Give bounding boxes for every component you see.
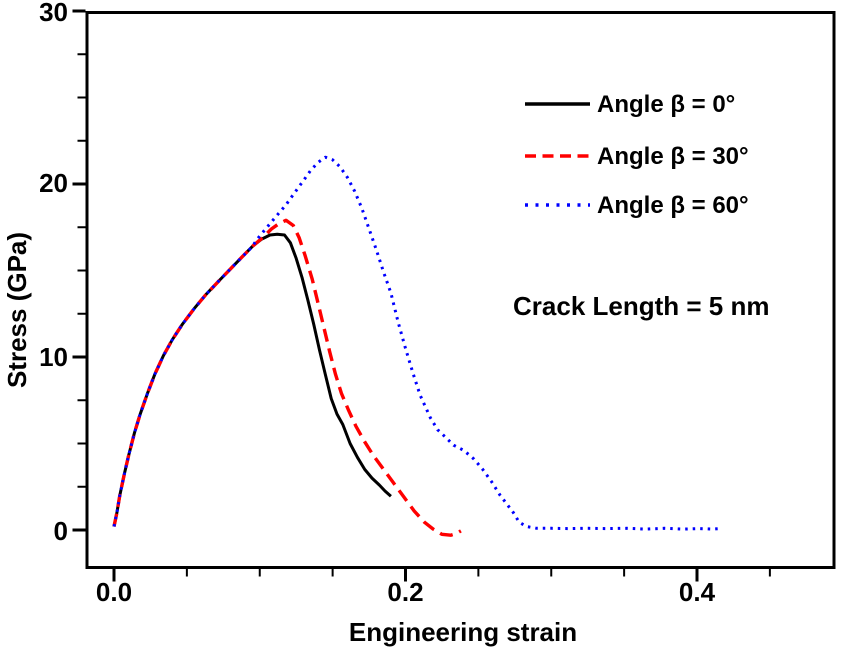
y-tick-label-20: 20: [39, 168, 68, 198]
curve-angle-30: [112, 218, 462, 537]
x-axis-ticks: [112, 568, 771, 582]
legend-item-angle-30: Angle β = 30°: [525, 143, 749, 170]
plot-frame: [85, 11, 836, 569]
curve-angle-0: [112, 232, 392, 527]
data-curves: [112, 155, 721, 537]
y-tick-label-10: 10: [39, 342, 68, 372]
x-axis-title: Engineering strain: [349, 617, 577, 647]
y-axis-title: Stress (GPa): [2, 232, 32, 388]
annotation-crack-length: Crack Length = 5 nm: [513, 291, 769, 321]
legend-label-angle-30: Angle β = 30°: [597, 143, 749, 170]
x-tick-label-0.2: 0.2: [387, 577, 423, 607]
legend: Angle β = 0° Angle β = 30° Angle β = 60°: [525, 91, 749, 219]
y-tick-label-30: 30: [39, 0, 68, 27]
x-tick-label-0.0: 0.0: [96, 577, 132, 607]
legend-label-angle-0: Angle β = 0°: [597, 91, 735, 118]
x-tick-label-0.4: 0.4: [679, 577, 716, 607]
y-axis-ticks: [72, 9, 86, 532]
legend-item-angle-60: Angle β = 60°: [525, 192, 749, 219]
legend-label-angle-60: Angle β = 60°: [597, 192, 749, 219]
legend-item-angle-0: Angle β = 0°: [525, 91, 735, 118]
y-tick-label-0: 0: [54, 516, 68, 546]
